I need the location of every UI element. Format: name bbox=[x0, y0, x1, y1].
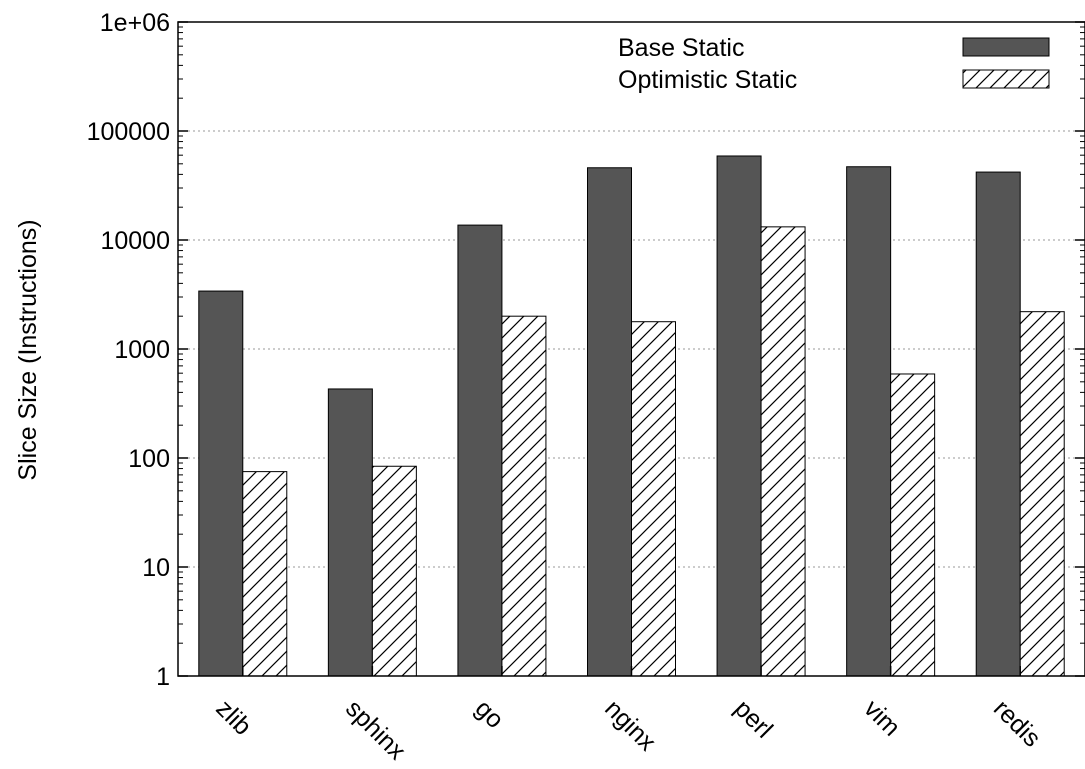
bar-zlib-optimistic-static bbox=[242, 471, 288, 677]
y-tick-label: 100 bbox=[128, 445, 170, 473]
y-tick-label: 10 bbox=[142, 554, 170, 582]
x-tick-label-zlib: zlib bbox=[211, 694, 257, 740]
x-tick-label-sphinx: sphinx bbox=[340, 694, 411, 765]
y-tick-label: 100000 bbox=[87, 118, 170, 146]
bar-vim-optimistic-static bbox=[890, 373, 936, 677]
bar-redis-base-static bbox=[975, 171, 1021, 677]
x-tick-label-go: go bbox=[470, 694, 509, 733]
y-tick-label: 1e+06 bbox=[100, 9, 170, 37]
legend-label-optimistic-static: Optimistic Static bbox=[618, 66, 797, 94]
bar-go-base-static bbox=[457, 224, 503, 677]
bar-redis-optimistic-static bbox=[1019, 311, 1065, 677]
bar-sphinx-base-static bbox=[327, 388, 373, 677]
x-tick-label-redis: redis bbox=[988, 694, 1046, 752]
x-tick-label-vim: vim bbox=[858, 694, 905, 741]
bar-go-optimistic-static bbox=[501, 315, 547, 677]
bar-vim-base-static bbox=[846, 166, 892, 677]
bar-perl-base-static bbox=[716, 155, 762, 677]
bar-zlib-base-static bbox=[198, 290, 244, 677]
bars bbox=[198, 155, 1065, 677]
y-axis-title: Slice Size (Instructions) bbox=[14, 219, 42, 480]
bar-nginx-base-static bbox=[587, 167, 632, 677]
legend-label-base-static: Base Static bbox=[618, 34, 744, 62]
x-tick-label-perl: perl bbox=[729, 694, 778, 743]
legend-swatch-optimistic-static bbox=[962, 69, 1050, 89]
x-axis-labels: zlib sphinx go nginx perl vim redis bbox=[211, 666, 1046, 766]
bar-nginx-optimistic-static bbox=[631, 321, 676, 677]
bar-sphinx-optimistic-static bbox=[371, 465, 417, 677]
y-tick-label: 1000 bbox=[114, 336, 170, 364]
x-tick-label-nginx: nginx bbox=[599, 694, 661, 756]
y-tick-label: 10000 bbox=[100, 227, 170, 255]
y-tick-label: 1 bbox=[156, 663, 170, 691]
y-axis-ticks: 1 10 100 1000 10000 100000 1e+06 bbox=[87, 9, 1085, 691]
bar-perl-optimistic-static bbox=[760, 226, 806, 677]
legend: Base Static Optimistic Static bbox=[618, 34, 1050, 94]
legend-swatch-base-static bbox=[962, 37, 1050, 57]
